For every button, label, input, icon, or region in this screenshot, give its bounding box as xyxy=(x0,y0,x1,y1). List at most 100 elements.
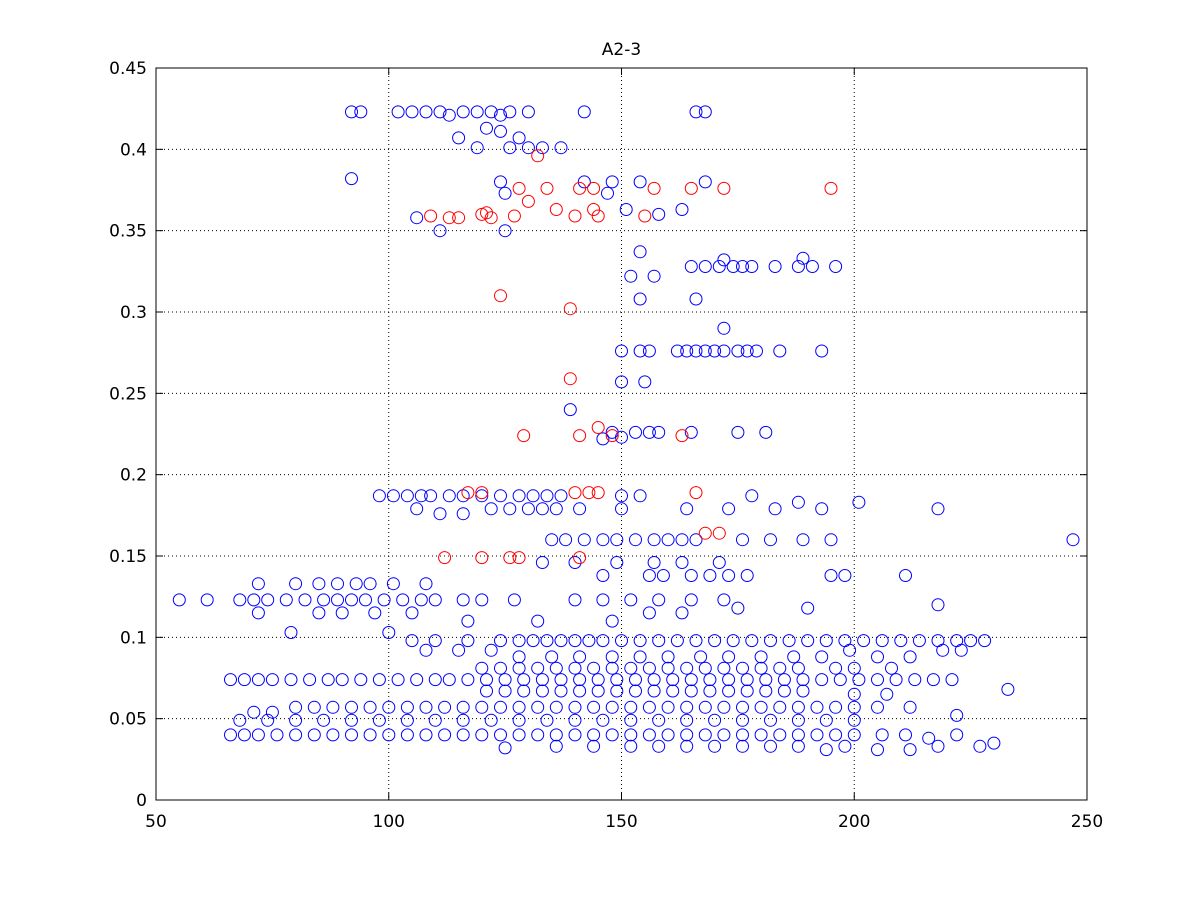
blue-data-point xyxy=(498,186,512,200)
blue-data-point xyxy=(791,495,805,509)
blue-data-point xyxy=(810,700,824,714)
blue-data-point xyxy=(629,425,642,439)
blue-data-point xyxy=(736,728,749,742)
blue-data-point xyxy=(172,593,186,607)
blue-data-point xyxy=(498,673,512,687)
blue-data-point xyxy=(270,728,284,742)
blue-data-point xyxy=(554,673,568,687)
blue-data-point xyxy=(521,141,535,155)
blue-data-point xyxy=(791,260,805,273)
y-tick-label: 0.15 xyxy=(109,547,147,567)
blue-data-point xyxy=(698,728,712,742)
blue-data-point xyxy=(265,673,279,687)
blue-data-point xyxy=(791,728,805,742)
blue-data-point xyxy=(573,684,587,698)
red-data-point xyxy=(563,302,577,316)
blue-data-point xyxy=(424,489,438,503)
blue-data-point xyxy=(987,736,1001,750)
blue-data-point xyxy=(871,743,884,757)
blue-data-point xyxy=(903,743,917,757)
blue-data-point xyxy=(480,684,493,698)
blue-data-point xyxy=(642,728,656,742)
blue-data-point xyxy=(708,344,722,358)
y-tick-label: 0.05 xyxy=(109,710,147,730)
blue-data-point xyxy=(819,634,833,648)
blue-data-point xyxy=(512,700,526,714)
blue-data-point xyxy=(531,614,545,628)
blue-data-point xyxy=(680,700,694,714)
blue-data-point xyxy=(903,650,917,664)
blue-data-point xyxy=(596,533,610,547)
blue-data-point xyxy=(438,728,452,742)
blue-data-point xyxy=(829,260,843,273)
blue-data-point xyxy=(610,556,624,569)
blue-data-point xyxy=(345,172,358,186)
blue-data-point xyxy=(633,489,647,503)
blue-data-point xyxy=(680,502,694,516)
blue-data-point xyxy=(400,700,414,714)
blue-data-point xyxy=(703,569,717,582)
blue-data-point xyxy=(442,673,456,687)
red-data-point xyxy=(531,149,545,163)
red-data-point xyxy=(573,181,587,195)
blue-data-point xyxy=(540,634,554,648)
blue-data-point xyxy=(698,661,712,675)
blue-data-point xyxy=(717,661,731,675)
blue-data-point xyxy=(684,593,698,607)
blue-data-point xyxy=(615,344,628,358)
red-data-point xyxy=(717,181,731,195)
blue-data-point xyxy=(652,593,666,607)
blue-data-point xyxy=(535,684,549,698)
blue-data-point xyxy=(456,700,470,714)
blue-data-point xyxy=(475,489,489,503)
blue-data-point xyxy=(610,673,624,687)
blue-data-point xyxy=(452,643,466,657)
blue-data-point xyxy=(815,673,829,687)
blue-data-point xyxy=(419,728,433,742)
blue-data-point xyxy=(484,643,498,657)
blue-data-point xyxy=(661,661,675,675)
blue-data-point xyxy=(731,344,745,358)
red-data-point xyxy=(512,181,526,195)
blue-data-point xyxy=(642,700,656,714)
blue-data-point xyxy=(931,739,945,753)
blue-data-point xyxy=(773,700,787,714)
blue-data-point xyxy=(843,643,857,657)
blue-data-point xyxy=(684,569,698,582)
blue-data-point xyxy=(554,489,568,503)
blue-data-point xyxy=(577,175,591,189)
blue-data-point xyxy=(731,601,745,615)
blue-data-point xyxy=(824,569,838,582)
red-data-point xyxy=(591,209,605,223)
blue-data-point xyxy=(587,728,601,742)
red-data-point xyxy=(438,551,452,565)
blue-data-point xyxy=(582,634,596,648)
blue-data-point xyxy=(754,650,768,664)
blue-data-point xyxy=(619,203,633,216)
blue-data-point xyxy=(531,728,545,742)
blue-data-point xyxy=(289,713,303,727)
blue-data-point xyxy=(596,593,610,607)
blue-data-point xyxy=(512,634,526,648)
blue-data-point xyxy=(852,495,866,509)
blue-data-point xyxy=(899,569,912,582)
blue-data-point xyxy=(642,606,656,620)
blue-data-point xyxy=(289,577,303,591)
blue-data-point xyxy=(587,700,601,714)
blue-data-point xyxy=(899,728,912,742)
blue-data-point xyxy=(391,105,405,119)
blue-data-point xyxy=(847,713,861,727)
blue-data-point xyxy=(386,489,400,503)
blue-data-point xyxy=(615,502,628,516)
blue-data-point xyxy=(452,131,466,145)
blue-data-point xyxy=(931,502,945,516)
blue-data-point xyxy=(689,105,703,119)
blue-data-point xyxy=(321,673,335,687)
blue-data-point xyxy=(796,684,810,698)
blue-data-point xyxy=(736,533,749,547)
blue-data-point xyxy=(545,533,559,547)
blue-data-point xyxy=(750,344,763,358)
blue-data-point xyxy=(587,661,601,675)
blue-data-point xyxy=(596,432,610,446)
red-data-point xyxy=(605,429,619,443)
